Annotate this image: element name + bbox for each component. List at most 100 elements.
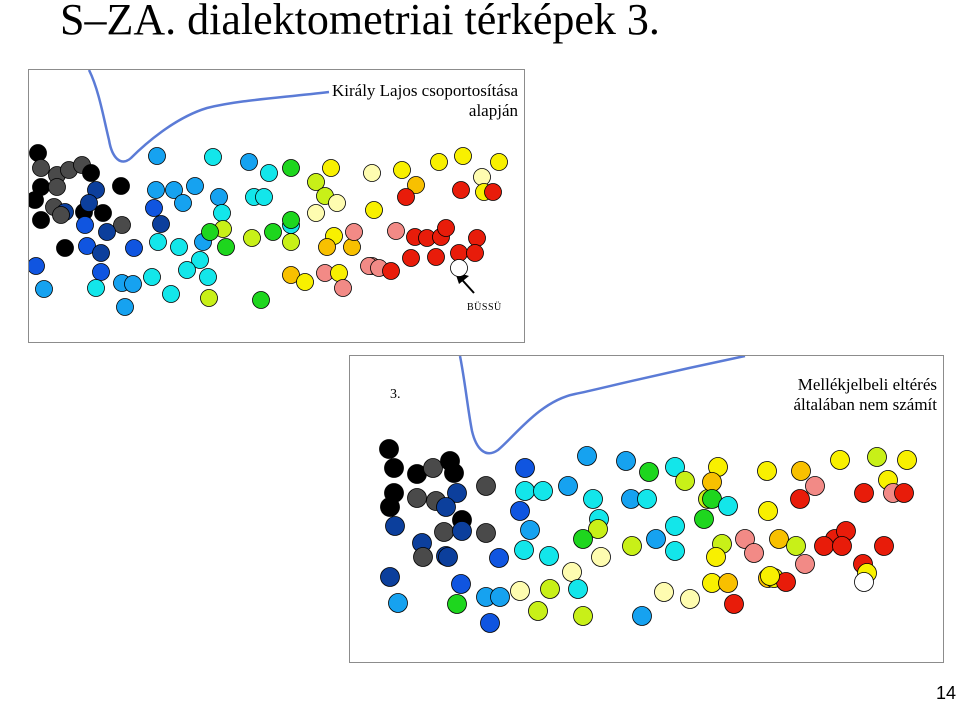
settlement-dot-red	[484, 183, 502, 201]
map-title: Király Lajos csoportosítása alapján	[258, 81, 518, 121]
settlement-dot-paleyellow	[328, 194, 346, 212]
settlement-dot-blue	[78, 237, 96, 255]
settlement-dot-cyan	[515, 481, 535, 501]
settlement-dot-yellowgreen	[622, 536, 642, 556]
settlement-dot-blue	[29, 257, 45, 275]
settlement-dot-red	[466, 244, 484, 262]
settlement-dot-cyan	[162, 285, 180, 303]
border-outline	[458, 356, 746, 455]
settlement-dot-green	[252, 291, 270, 309]
settlement-dot-red	[724, 594, 744, 614]
settlement-dot-orange	[318, 238, 336, 256]
settlement-dot-skyblue	[240, 153, 258, 171]
settlement-dot-darkgray	[423, 458, 443, 478]
settlement-dot-black	[29, 191, 44, 209]
settlement-dot-red	[814, 536, 834, 556]
settlement-dot-pink	[805, 476, 825, 496]
settlement-dot-skyblue	[116, 298, 134, 316]
settlement-dot-yellow	[706, 547, 726, 567]
settlement-dot-navy	[436, 497, 456, 517]
settlement-dot-paleyellow	[654, 582, 674, 602]
settlement-dot-skyblue	[165, 181, 183, 199]
map-title-line1: Mellékjelbeli eltérés	[797, 375, 937, 394]
settlement-dot-skyblue	[558, 476, 578, 496]
settlement-dot-skyblue	[646, 529, 666, 549]
settlement-dot-yellowgreen	[867, 447, 887, 467]
settlement-dot-darkgray	[32, 159, 50, 177]
settlement-dot-green	[264, 223, 282, 241]
settlement-dot-darkgray	[407, 488, 427, 508]
settlement-dot-cyan	[718, 496, 738, 516]
settlement-dot-navy	[438, 547, 458, 567]
settlement-dot-cyan	[583, 489, 603, 509]
settlement-dot-green	[447, 594, 467, 614]
settlement-dot-pink	[735, 529, 755, 549]
settlement-dot-black	[380, 497, 400, 517]
settlement-dot-black	[379, 439, 399, 459]
settlement-dot-pink	[334, 279, 352, 297]
settlement-dot-navy	[152, 215, 170, 233]
settlement-dot-paleyellow	[363, 164, 381, 182]
map-title-line1: Király Lajos csoportosítása	[331, 81, 518, 100]
settlement-dot-blue	[451, 574, 471, 594]
dialect-map-top	[29, 70, 508, 316]
settlement-dot-cyan	[213, 204, 231, 222]
settlement-dot-darkgray	[476, 476, 496, 496]
settlement-dot-black	[32, 211, 50, 229]
settlement-dot-darkgray	[413, 547, 433, 567]
settlement-dot-orange	[407, 176, 425, 194]
settlement-dot-yellowgreen	[675, 471, 695, 491]
settlement-dot-cyan	[533, 481, 553, 501]
settlement-dot-skyblue	[632, 606, 652, 626]
settlement-dot-cyan	[178, 261, 196, 279]
settlement-dot-cyan	[143, 268, 161, 286]
settlement-dot-black	[82, 164, 100, 182]
settlement-dot-yellow	[322, 159, 340, 177]
settlement-dot-yellow	[365, 201, 383, 219]
settlement-dot-white	[450, 259, 468, 277]
settlement-dot-yellow	[757, 461, 777, 481]
settlement-dot-blue	[145, 199, 163, 217]
settlement-dot-cyan	[539, 546, 559, 566]
settlement-dot-red	[832, 536, 852, 556]
settlement-dot-yellow	[454, 147, 472, 165]
settlement-dot-cyan	[665, 457, 685, 477]
dialect-map-bottom	[379, 356, 917, 633]
settlement-dot-yellow	[897, 450, 917, 470]
settlement-dot-cyan	[260, 164, 278, 182]
settlement-dot-orange	[769, 529, 789, 549]
settlement-dot-skyblue	[35, 280, 53, 298]
settlement-dot-black	[94, 204, 112, 222]
settlement-dot-red	[874, 536, 894, 556]
settlement-dot-orange	[282, 266, 300, 284]
settlement-dot-red	[790, 489, 810, 509]
settlement-dot-darkgray	[52, 206, 70, 224]
settlement-dot-green	[217, 238, 235, 256]
page-number: 14	[935, 683, 956, 703]
settlement-dot-skyblue	[616, 451, 636, 471]
settlement-dot-navy	[452, 521, 472, 541]
map-number: 3.	[390, 387, 401, 402]
border-outline	[87, 70, 330, 163]
settlement-dot-yellowgreen	[307, 173, 325, 191]
settlement-dot-navy	[385, 516, 405, 536]
settlement-dot-cyan	[87, 279, 105, 297]
settlement-dot-yellowgreen	[528, 601, 548, 621]
map-title-line2: általában nem számít	[793, 395, 938, 414]
settlement-dot-cyan	[514, 540, 534, 560]
settlement-dot-blue	[125, 239, 143, 257]
settlement-dot-yellow	[330, 264, 348, 282]
settlement-dot-paleyellow	[307, 204, 325, 222]
settlement-dot-red	[437, 219, 455, 237]
settlement-dot-blue	[76, 216, 94, 234]
settlement-dot-paleyellow	[562, 562, 582, 582]
settlement-dot-skyblue	[124, 275, 142, 293]
settlement-dot-black	[112, 177, 130, 195]
settlement-dot-skyblue	[520, 520, 540, 540]
settlement-dot-cyan	[665, 516, 685, 536]
settlement-dot-cyan	[665, 541, 685, 561]
settlement-dot-green	[573, 529, 593, 549]
settlement-dot-blue	[480, 613, 500, 633]
settlement-dot-skyblue	[388, 593, 408, 613]
settlement-dot-navy	[92, 244, 110, 262]
